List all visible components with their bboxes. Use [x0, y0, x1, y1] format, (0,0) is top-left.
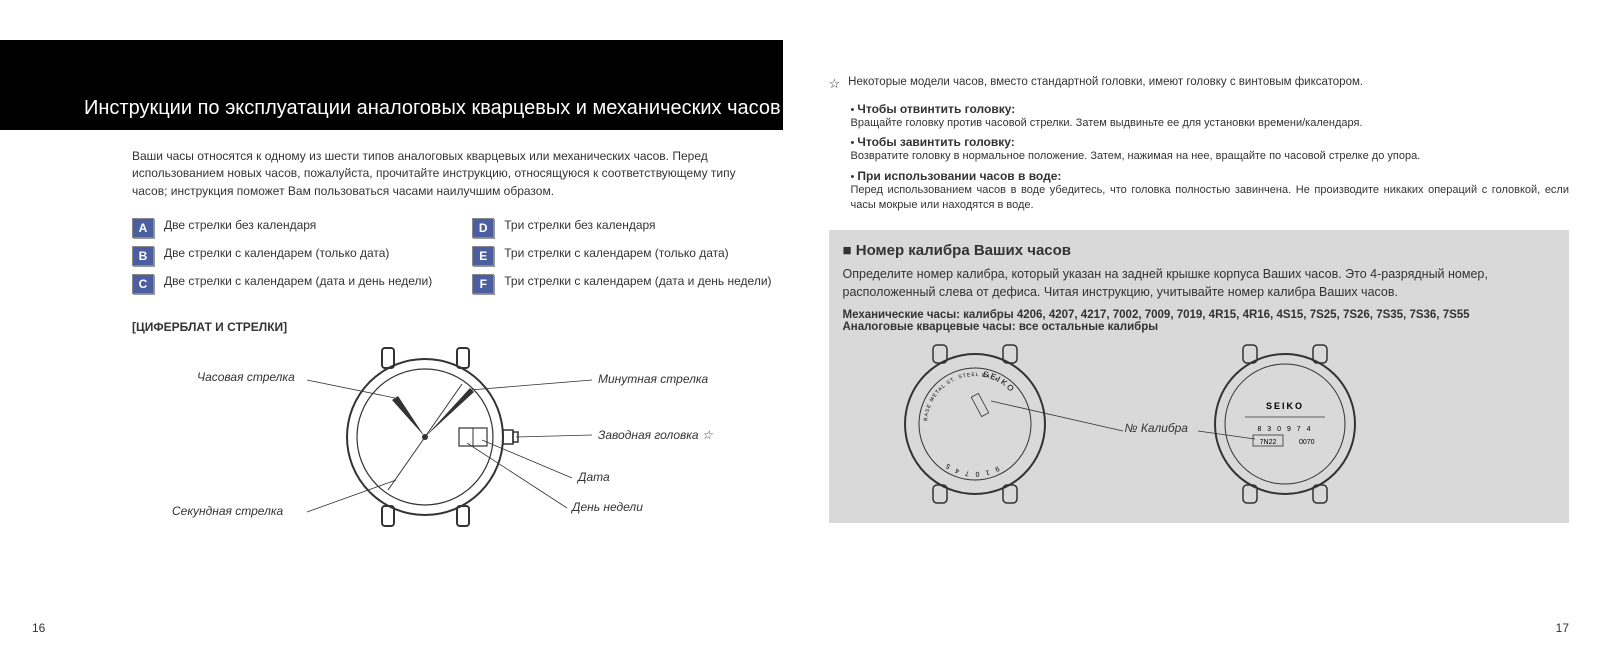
calibre-box: Номер калибра Ваших часов Определите ном… — [829, 230, 1570, 523]
type-label: Две стрелки с календарем (дата и день не… — [164, 274, 432, 290]
serial2-text: 8 3 0 9 7 4 — [1257, 426, 1312, 433]
bullet-title: Чтобы завинтить головку: — [857, 135, 1014, 149]
bullet-body: Возвратите головку в нормальное положени… — [851, 150, 1421, 162]
type-row: E Три стрелки с календарем (только дата) — [472, 246, 771, 266]
type-label: Три стрелки без календаря — [504, 218, 655, 234]
calibre-body: Определите номер калибра, который указан… — [843, 265, 1556, 301]
type-label: Три стрелки с календарем (дата и день не… — [504, 274, 771, 290]
type-badge: A — [132, 218, 154, 238]
label-hour-hand: Часовая стрелка — [197, 370, 295, 384]
label-day: День недели — [572, 500, 643, 514]
type-row: C Две стрелки с календарем (дата и день … — [132, 274, 432, 294]
type-label: Две стрелки с календарем (только дата) — [164, 246, 389, 262]
bullet-body: Перед использованием часов в воде убедит… — [851, 183, 1570, 214]
star-icon: ☆ — [829, 76, 841, 92]
type-badge: B — [132, 246, 154, 266]
type-row: F Три стрелки с календарем (дата и день … — [472, 274, 771, 294]
calibre-title: Номер калибра Ваших часов — [843, 242, 1556, 259]
code2a: 7N22 — [1259, 439, 1276, 446]
calibre-number-label: № Калибра — [1125, 421, 1188, 435]
type-badge: C — [132, 274, 154, 294]
type-badge: D — [472, 218, 494, 238]
label-crown: Заводная головка ☆ — [598, 428, 713, 442]
type-label: Три стрелки с календарем (только дата) — [504, 246, 728, 262]
calibre-analog: Аналоговые кварцевые часы: все остальные… — [843, 321, 1556, 333]
page-left: Инструкции по эксплуатации аналоговых кв… — [32, 40, 801, 643]
code2b: 0070 — [1299, 439, 1315, 446]
page-number-right: 17 — [1556, 621, 1569, 635]
type-row: B Две стрелки с календарем (только дата) — [132, 246, 432, 266]
types-column-1: A Две стрелки без календаря B Две стрелк… — [132, 218, 432, 302]
label-second-hand: Секундная стрелка — [172, 504, 283, 518]
type-badge: E — [472, 246, 494, 266]
note-text: Некоторые модели часов, вместо стандартн… — [848, 76, 1363, 88]
bullet-item: • Чтобы отвинтить головку: Вращайте голо… — [851, 102, 1570, 131]
dial-section-title: [ЦИФЕРБЛАТ И СТРЕЛКИ] — [132, 320, 773, 334]
header-bar: Инструкции по эксплуатации аналоговых кв… — [0, 40, 783, 130]
label-minute-hand: Минутная стрелка — [598, 372, 708, 386]
seiko-flat-text: SEIKO — [1265, 401, 1303, 411]
label-date: Дата — [578, 470, 610, 484]
bullet-title: При использовании часов в воде: — [857, 169, 1061, 183]
bullet-title: Чтобы отвинтить головку: — [857, 102, 1015, 116]
case-back-diagrams: SEIKO BASE METAL ST. STEEL BACK 9 1 0 7 … — [843, 339, 1523, 509]
type-row: D Три стрелки без календаря — [472, 218, 771, 238]
two-page-spread: Инструкции по эксплуатации аналоговых кв… — [0, 0, 1601, 663]
page-title: Инструкции по эксплуатации аналоговых кв… — [84, 97, 781, 120]
svg-text:BASE METAL ST. STEEL BACK: BASE METAL ST. STEEL BACK — [923, 372, 1000, 421]
type-label: Две стрелки без календаря — [164, 218, 316, 234]
calibre-mech: Механические часы: калибры 4206, 4207, 4… — [843, 309, 1556, 321]
page-right: ☆ Некоторые модели часов, вместо стандар… — [801, 40, 1570, 643]
type-badge: F — [472, 274, 494, 294]
types-column-2: D Три стрелки без календаря E Три стрелк… — [472, 218, 771, 302]
bullet-body: Вращайте головку против часовой стрелки.… — [851, 117, 1363, 129]
page-number-left: 16 — [32, 621, 45, 635]
type-row: A Две стрелки без календаря — [132, 218, 432, 238]
bullet-item: • Чтобы завинтить головку: Возвратите го… — [851, 135, 1570, 164]
steel-back-text: BASE METAL ST. STEEL BACK — [923, 372, 1000, 421]
watch-types: A Две стрелки без календаря B Две стрелк… — [132, 218, 773, 302]
bullet-item: • При использовании часов в воде: Перед … — [851, 169, 1570, 214]
intro-text: Ваши часы относятся к одному из шести ти… — [132, 148, 773, 200]
note-row: ☆ Некоторые модели часов, вместо стандар… — [829, 76, 1570, 92]
watch-diagram: Часовая стрелка Секундная стрелка Минутн… — [92, 340, 732, 535]
bullet-list: • Чтобы отвинтить головку: Вращайте голо… — [851, 102, 1570, 214]
